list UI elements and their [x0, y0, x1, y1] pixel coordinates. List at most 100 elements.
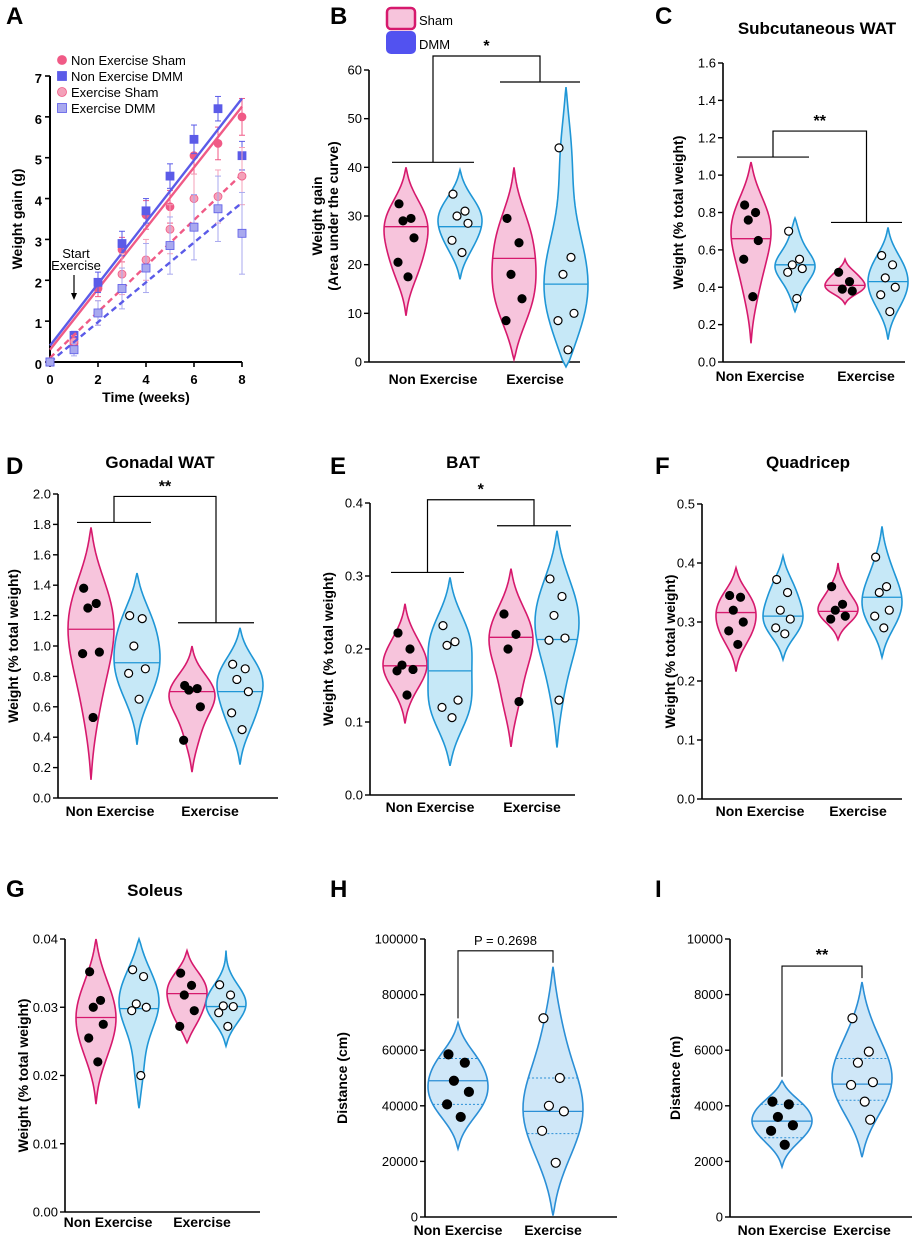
- data-point: [735, 592, 746, 602]
- data-point: [563, 345, 573, 355]
- data-point: [228, 659, 238, 669]
- data-point: [179, 735, 189, 745]
- y-tick-label: 0: [716, 1210, 723, 1225]
- annotation-start: Start: [62, 246, 90, 261]
- bracket-connector: [772, 130, 868, 223]
- data-point: [880, 273, 890, 283]
- significance-bracket: P = 0.2698: [457, 933, 554, 1019]
- data-point: [393, 628, 403, 638]
- fit-line: [49, 201, 243, 363]
- data-point: [441, 1099, 453, 1110]
- violin-body: [67, 527, 115, 780]
- y-tick-label: 0.00: [33, 1205, 58, 1220]
- data-point: [228, 1001, 238, 1012]
- data-point: [863, 1046, 874, 1057]
- data-point: [83, 603, 93, 613]
- violin-body: [427, 577, 473, 766]
- data-point: [176, 968, 186, 978]
- y-tick-label: 2.0: [33, 487, 51, 502]
- data-point: [560, 633, 570, 643]
- data-point: [544, 635, 554, 645]
- legend-label: Exercise Sham: [71, 85, 158, 100]
- y-axis-label: Weight gain (g): [9, 169, 25, 270]
- data-point: [438, 621, 448, 631]
- significance-label: **: [816, 947, 829, 964]
- data-point: [223, 1021, 233, 1031]
- data-point: [859, 1096, 870, 1107]
- y-tick-label: 20: [348, 257, 362, 272]
- data-point: [447, 235, 457, 245]
- x-category-label: Exercise: [837, 368, 895, 384]
- data-point: [890, 282, 900, 292]
- violin-body: [205, 950, 247, 1049]
- data-point: [402, 690, 412, 700]
- data-point: [215, 980, 225, 990]
- panel-B: B 0 10 20 30 40 50 60 Weight gain (Area under the…: [309, 3, 589, 387]
- significance-bracket: **: [77, 478, 254, 624]
- data-point: [452, 211, 462, 221]
- violin-body: [488, 568, 534, 747]
- significance-label: *: [478, 482, 485, 499]
- y-tick-label: 1.4: [698, 93, 716, 108]
- data-point: [447, 713, 457, 723]
- data-point: [543, 1100, 555, 1111]
- data-point: [175, 1021, 185, 1031]
- data-point: [218, 1001, 228, 1011]
- data-point: [847, 286, 857, 296]
- panel-label: I: [655, 876, 662, 903]
- data-point: [765, 1125, 777, 1136]
- series-0: [45, 97, 247, 367]
- data-point: [140, 664, 150, 674]
- data-point: [797, 263, 807, 274]
- data-point: [783, 267, 793, 277]
- data-point: [406, 213, 416, 224]
- y-tick-label: 0.0: [33, 791, 51, 806]
- y-tick-label: 0: [411, 1210, 418, 1225]
- data-point: [845, 1079, 857, 1091]
- data-point: [826, 614, 836, 624]
- data-point: [243, 686, 253, 697]
- x-category-label: Non Exercise: [738, 1222, 827, 1238]
- x-category-label: Non Exercise: [414, 1222, 503, 1238]
- data-point: [502, 213, 512, 224]
- legend-label: Exercise DMM: [71, 101, 156, 116]
- data-point: [227, 708, 237, 718]
- y-axis-label: Distance (cm): [334, 1032, 350, 1124]
- data-point: [499, 609, 509, 619]
- data-point: [558, 269, 568, 279]
- data-point: [840, 611, 850, 621]
- violin-body: [383, 167, 429, 316]
- panel-F: F Quadricep 0.0 0.1 0.2 0.3 0.4 0.5 Weight (% to…: [655, 453, 903, 819]
- data-point: [558, 1106, 570, 1117]
- data-point: [847, 1013, 858, 1024]
- data-point: [138, 971, 149, 982]
- violin-body: [867, 227, 909, 340]
- data-point: [195, 702, 205, 712]
- legend-label-dmm: DMM: [419, 37, 450, 52]
- data-point: [549, 610, 559, 621]
- significance-bracket: *: [392, 38, 580, 163]
- data-point: [566, 252, 576, 262]
- y-tick-label: 2000: [694, 1154, 723, 1169]
- data-point: [131, 999, 141, 1009]
- y-tick-label: 6: [35, 112, 42, 127]
- data-point: [775, 605, 785, 615]
- y-tick-label: 2: [35, 275, 42, 290]
- y-tick-label: 0.02: [33, 1068, 58, 1083]
- data-point: [184, 685, 194, 695]
- y-axis-label: Distance (m): [667, 1036, 683, 1120]
- data-point: [779, 1139, 790, 1150]
- x-category-label: Non Exercise: [64, 1214, 153, 1230]
- data-point: [771, 623, 781, 633]
- y-tick-label: 40: [348, 160, 362, 175]
- violin-body: [751, 1079, 813, 1170]
- data-point: [409, 233, 419, 243]
- data-point: [785, 614, 795, 624]
- data-point: [517, 294, 527, 304]
- data-point: [237, 724, 247, 735]
- data-point: [141, 263, 151, 273]
- y-tick-label: 40000: [382, 1098, 418, 1113]
- data-point: [225, 990, 236, 1000]
- data-point: [739, 254, 749, 264]
- data-point: [213, 139, 223, 148]
